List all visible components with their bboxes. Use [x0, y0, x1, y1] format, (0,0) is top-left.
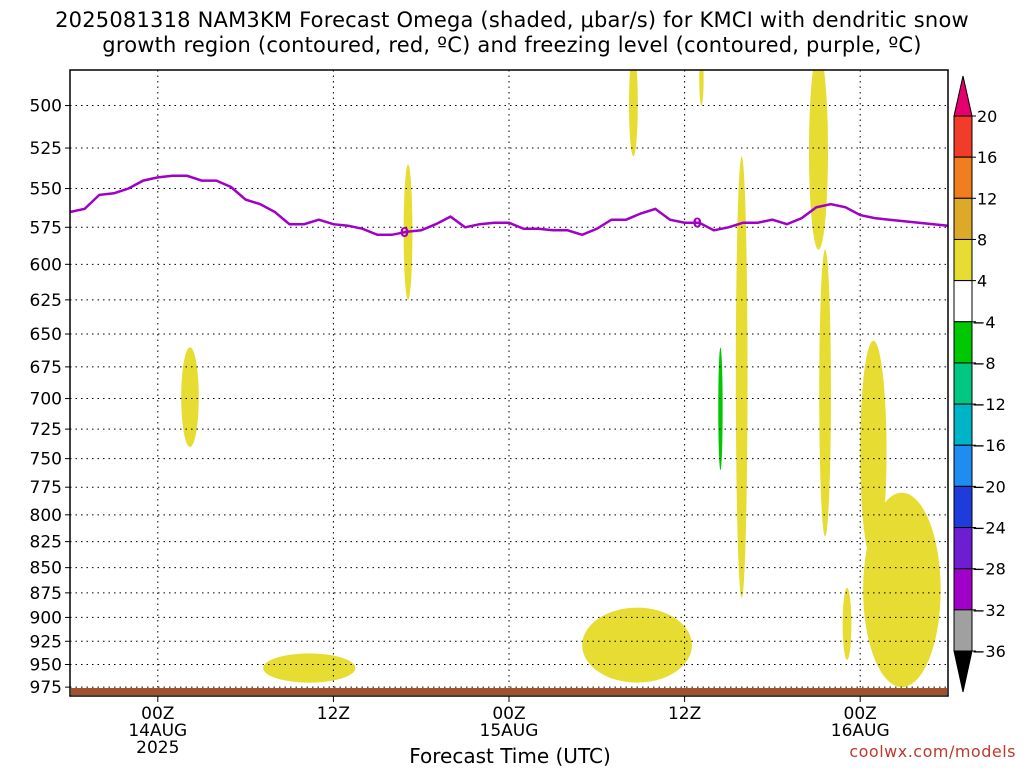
- colorbar-label: −16: [972, 436, 1006, 455]
- colorbar-segment: [953, 197, 973, 240]
- colorbar-label: −36: [972, 642, 1006, 661]
- omega-shading: [181, 70, 941, 688]
- y-tick-label: 775: [30, 478, 62, 498]
- y-tick-label: 600: [30, 255, 62, 275]
- x-tick-label: 12Z: [317, 704, 350, 724]
- colorbar-segment: [953, 527, 973, 570]
- y-tick-label: 800: [30, 506, 62, 526]
- colorbar-segment: [953, 280, 973, 323]
- y-tick-label: 950: [30, 655, 62, 675]
- chart-title-line1: 2025081318 NAM3KM Forecast Omega (shaded…: [55, 8, 969, 32]
- freezing-level-label: 0: [693, 217, 702, 232]
- ground-surface: [71, 688, 947, 695]
- omega-region-6: [718, 347, 723, 471]
- y-tick-label: 575: [30, 218, 62, 238]
- colorbar-label: −4: [972, 313, 996, 332]
- colorbar-label: 12: [977, 189, 997, 208]
- omega-region-7: [735, 156, 748, 598]
- x-tick-label: 00Z: [492, 704, 525, 724]
- colorbar-label: 16: [977, 148, 997, 167]
- freezing-level-contour: 00: [69, 174, 949, 241]
- y-tick-label: 525: [30, 139, 62, 159]
- x-tick-label: 14AUG: [128, 721, 187, 741]
- colorbar-segment: [953, 568, 973, 611]
- omega-region-4: [628, 70, 638, 157]
- colorbar-label: −24: [972, 519, 1006, 538]
- colorbar-top-arrow: [953, 75, 973, 117]
- colorbar-label: 20: [977, 107, 997, 126]
- y-tick-label: 925: [30, 632, 62, 652]
- colorbar-segment: [953, 156, 973, 199]
- colorbar-label: −8: [972, 354, 996, 373]
- y-tick-label: 650: [30, 325, 62, 345]
- x-axis-title: Forecast Time (UTC): [409, 744, 611, 768]
- colorbar-segment: [953, 362, 973, 405]
- y-tick-label: 875: [30, 584, 62, 604]
- y-tick-label: 750: [30, 450, 62, 470]
- colorbar-segment: [953, 485, 973, 529]
- y-tick-label: 625: [30, 291, 62, 311]
- colorbar-segment: [953, 321, 973, 364]
- x-tick-label: 16AUG: [831, 721, 890, 741]
- omega-region-1: [263, 653, 356, 683]
- freezing-level-label: 0: [400, 226, 409, 241]
- omega-region-10: [860, 340, 887, 563]
- x-tick-label: 12Z: [668, 704, 701, 724]
- omega-region-5: [699, 70, 704, 106]
- x-tick-label: 2025: [136, 738, 179, 758]
- colorbar-bottom-arrow: [953, 650, 973, 693]
- colorbar-segment: [953, 609, 973, 652]
- grid: [70, 70, 948, 696]
- omega-region-0: [181, 347, 199, 447]
- x-tick-label: 15AUG: [480, 721, 539, 741]
- y-tick-label: 825: [30, 533, 62, 553]
- colorbar-segment: [953, 403, 973, 446]
- omega-region-8: [808, 70, 829, 250]
- colorbar-segment: [953, 444, 973, 487]
- y-tick-label: 700: [30, 390, 62, 410]
- ground-strip: [71, 688, 947, 695]
- y-tick-label: 500: [30, 97, 62, 117]
- freezing-level-line: [69, 174, 949, 237]
- omega-region-3: [582, 607, 692, 683]
- chart-title-line2: growth region (contoured, red, ºC) and f…: [102, 33, 922, 57]
- y-tick-label: 850: [30, 559, 62, 579]
- colorbar-segment: [953, 115, 973, 158]
- colorbar-label: −20: [972, 477, 1006, 496]
- colorbar-label: 8: [977, 230, 987, 249]
- colorbar-label: −32: [972, 601, 1006, 620]
- y-tick-label: 975: [30, 678, 62, 698]
- watermark: coolwx.com/models: [849, 742, 1016, 761]
- colorbar-label: −12: [972, 395, 1006, 414]
- omega-region-12: [863, 492, 941, 688]
- colorbar-segment: [953, 238, 973, 282]
- colorbar-label: 4: [977, 272, 987, 291]
- y-tick-label: 675: [30, 358, 62, 378]
- y-tick-label: 725: [30, 420, 62, 440]
- x-tick-label: 00Z: [844, 704, 877, 724]
- y-axis: 500 525 550 575 600 625 650 675 700 725 750 775 800 8…: [30, 97, 70, 698]
- colorbar-label: −28: [972, 560, 1006, 579]
- y-tick-label: 900: [30, 608, 62, 628]
- y-tick-label: 550: [30, 180, 62, 200]
- omega-region-11: [842, 587, 852, 660]
- omega-region-9: [819, 249, 831, 537]
- x-tick-label: 00Z: [141, 704, 174, 724]
- colorbar: 20 16 12 8 4 −4 −8 −12 −16 −20 −24 −28 −32 −36: [953, 75, 1006, 693]
